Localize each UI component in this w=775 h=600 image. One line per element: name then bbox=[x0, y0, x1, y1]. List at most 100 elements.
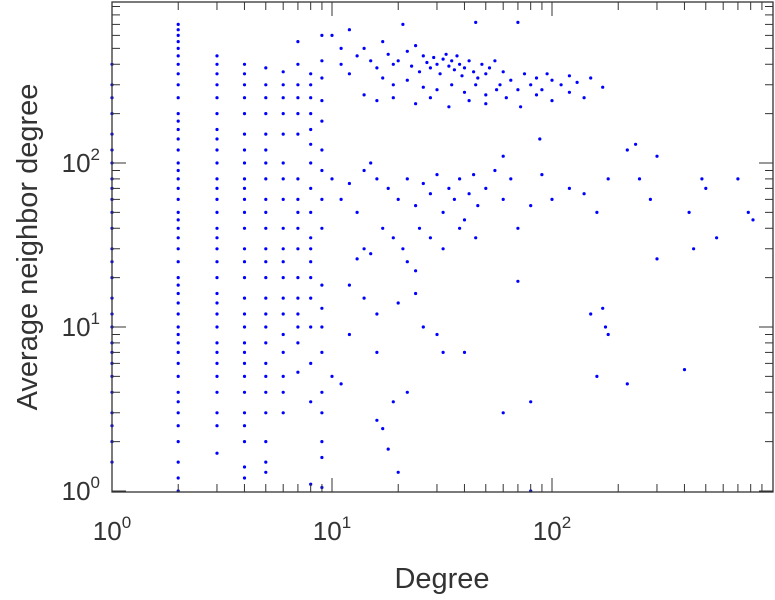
data-point bbox=[692, 247, 696, 251]
data-point bbox=[309, 276, 313, 280]
data-point bbox=[487, 66, 492, 70]
data-point bbox=[362, 168, 366, 173]
data-point bbox=[355, 54, 359, 58]
data-point bbox=[215, 374, 219, 378]
data-point bbox=[601, 306, 605, 310]
data-point bbox=[441, 57, 445, 61]
data-point bbox=[369, 161, 373, 165]
data-point bbox=[550, 99, 554, 103]
axis-ticks bbox=[111, 2, 773, 492]
data-point bbox=[414, 291, 418, 296]
data-point bbox=[559, 83, 563, 87]
data-point bbox=[281, 332, 285, 337]
data-point bbox=[655, 257, 659, 261]
data-point bbox=[309, 296, 313, 300]
data-point bbox=[264, 470, 268, 474]
data-point bbox=[215, 83, 219, 87]
data-point bbox=[242, 161, 247, 165]
data-point bbox=[460, 74, 464, 78]
data-point bbox=[472, 70, 476, 74]
data-point bbox=[534, 76, 539, 80]
data-point bbox=[421, 181, 425, 186]
data-point bbox=[405, 390, 409, 394]
data-point bbox=[176, 62, 180, 66]
data-point bbox=[242, 247, 247, 251]
data-point bbox=[309, 325, 313, 329]
data-point bbox=[176, 424, 180, 428]
data-point bbox=[264, 341, 268, 345]
data-point bbox=[264, 276, 268, 280]
data-point bbox=[362, 296, 366, 300]
data-point bbox=[215, 236, 219, 240]
data-point bbox=[309, 361, 313, 365]
data-point bbox=[704, 186, 708, 190]
data-point bbox=[435, 88, 439, 92]
data-point bbox=[637, 177, 642, 181]
data-point bbox=[516, 20, 520, 24]
data-point bbox=[396, 59, 400, 63]
data-point bbox=[242, 424, 247, 428]
data-point bbox=[281, 177, 285, 181]
data-point bbox=[176, 400, 180, 404]
data-point bbox=[296, 226, 300, 230]
data-point bbox=[242, 260, 247, 264]
data-point bbox=[281, 197, 285, 201]
data-point bbox=[648, 197, 653, 201]
data-point bbox=[375, 99, 379, 103]
data-point bbox=[281, 161, 285, 165]
data-point bbox=[435, 332, 439, 337]
data-point bbox=[375, 350, 379, 354]
data-point bbox=[634, 142, 638, 146]
data-point bbox=[606, 332, 610, 337]
data-point bbox=[421, 325, 425, 329]
data-point bbox=[391, 62, 395, 66]
data-point bbox=[296, 210, 300, 214]
data-point bbox=[215, 112, 219, 116]
data-point bbox=[606, 177, 610, 181]
data-point bbox=[215, 197, 219, 201]
data-point bbox=[309, 112, 313, 116]
data-point bbox=[462, 218, 467, 222]
data-point bbox=[296, 197, 300, 201]
data-point bbox=[381, 76, 385, 80]
data-point bbox=[405, 49, 409, 53]
data-point bbox=[425, 60, 429, 65]
data-point bbox=[281, 350, 285, 354]
data-point bbox=[264, 210, 268, 214]
data-point bbox=[320, 168, 324, 173]
data-point bbox=[215, 325, 219, 329]
data-point bbox=[417, 70, 422, 74]
data-point bbox=[242, 197, 247, 201]
data-point bbox=[347, 28, 351, 32]
data-point bbox=[264, 390, 268, 394]
data-point bbox=[176, 247, 180, 251]
data-point bbox=[567, 186, 572, 190]
data-point bbox=[320, 197, 324, 201]
data-point bbox=[601, 85, 605, 89]
data-point bbox=[264, 83, 268, 87]
data-point bbox=[264, 411, 268, 415]
data-point bbox=[242, 72, 247, 76]
data-point bbox=[447, 186, 451, 190]
data-point bbox=[339, 46, 343, 51]
data-point bbox=[462, 350, 467, 354]
data-point bbox=[296, 40, 300, 44]
data-points bbox=[110, 20, 755, 493]
data-point bbox=[281, 132, 285, 136]
data-point bbox=[410, 64, 414, 68]
data-point bbox=[467, 59, 471, 63]
data-point bbox=[264, 247, 268, 251]
data-point bbox=[441, 247, 445, 251]
data-point bbox=[176, 33, 180, 38]
tick-labels: 100 101 102 100 101 102 bbox=[62, 145, 572, 546]
data-point bbox=[320, 390, 324, 394]
data-point bbox=[176, 476, 180, 480]
data-point bbox=[242, 476, 247, 480]
data-point bbox=[215, 72, 219, 76]
data-point bbox=[176, 283, 180, 287]
data-point bbox=[386, 52, 390, 56]
x-tick-label: 100 bbox=[93, 513, 131, 546]
data-point bbox=[296, 132, 300, 136]
data-point bbox=[687, 210, 691, 214]
data-point bbox=[386, 186, 390, 190]
